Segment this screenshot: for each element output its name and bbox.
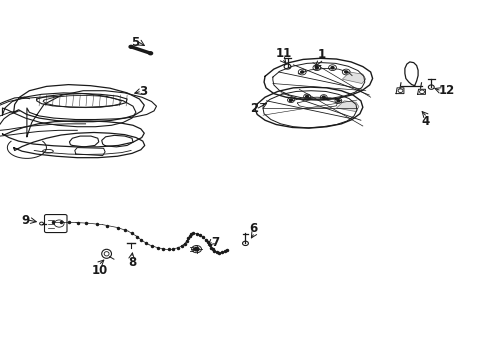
Text: 9: 9 (21, 214, 29, 227)
Circle shape (344, 71, 347, 73)
Polygon shape (342, 72, 365, 84)
Text: 7: 7 (211, 236, 219, 249)
Circle shape (315, 67, 318, 69)
Circle shape (129, 45, 133, 48)
Text: 11: 11 (275, 48, 291, 60)
Polygon shape (336, 101, 358, 112)
Text: 10: 10 (92, 264, 108, 276)
Text: 2: 2 (249, 102, 258, 114)
Circle shape (322, 96, 325, 98)
Circle shape (305, 95, 308, 98)
Circle shape (300, 71, 303, 73)
Circle shape (148, 52, 152, 55)
Text: 3: 3 (139, 85, 147, 98)
Text: 8: 8 (128, 256, 136, 269)
Text: 6: 6 (249, 222, 257, 235)
Text: 12: 12 (438, 84, 454, 96)
Circle shape (289, 99, 292, 101)
Text: 1: 1 (317, 48, 325, 61)
Text: 4: 4 (421, 115, 428, 128)
Circle shape (194, 247, 199, 251)
Circle shape (330, 67, 333, 69)
Circle shape (336, 100, 339, 102)
Text: 5: 5 (131, 36, 139, 49)
